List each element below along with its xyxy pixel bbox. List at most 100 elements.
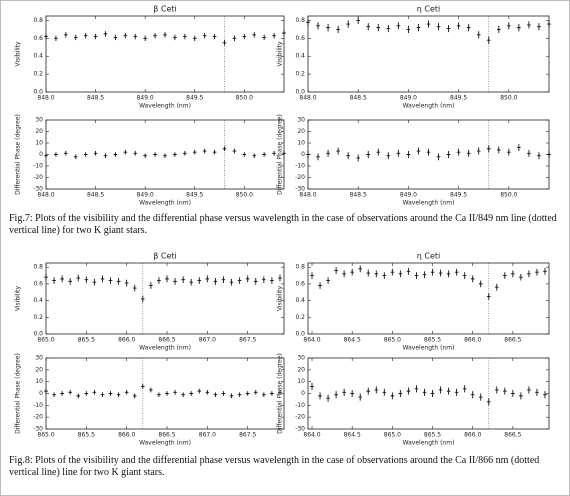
data-point [414,385,419,393]
y-tick-label: -30 [295,426,305,433]
data-point [100,275,105,283]
data-point [519,273,523,281]
panel-title: η Ceti [417,5,440,14]
x-tick-label: 867.5 [239,337,256,344]
data-point [494,283,499,291]
data-point [242,33,247,40]
data-point [326,394,330,402]
x-tick-label: 849.0 [400,192,417,199]
data-point [414,272,419,279]
x-tick-label: 866.5 [504,432,521,439]
data-point [310,272,314,279]
data-point [547,20,551,28]
x-tick-label: 848.0 [299,95,316,102]
data-point [73,34,78,41]
x-axis-label: Wavelength (nm) [139,103,191,110]
data-point [141,295,145,303]
data-point [486,293,491,300]
data-point [376,148,381,156]
data-point [306,151,310,158]
data-point [163,32,167,38]
data-point [422,271,427,279]
data-point [316,153,320,161]
data-point [192,35,197,42]
data-point [270,391,274,396]
data-point [318,392,322,400]
data-point [426,148,431,156]
data-point [306,18,310,26]
data-point [486,398,491,406]
data-point [221,276,226,284]
y-tick-label: -30 [33,426,43,433]
x-tick-label: 866.5 [158,432,175,439]
y-axis-label: Differential Phase (degree) [277,114,284,195]
data-point [386,152,391,160]
data-point [60,275,64,283]
data-point [60,391,64,396]
data-point [470,275,475,283]
data-point [466,24,471,32]
y-tick-label: 0.6 [33,280,43,287]
x-tick-label: 864.0 [303,432,320,439]
data-point [346,152,350,160]
y-tick-label: 0.0 [33,331,43,338]
data-point [527,149,531,157]
data-point [382,272,387,279]
y-tick-label: 0.4 [33,53,43,60]
data-point [68,389,73,395]
data-point [356,16,361,25]
y-tick-label: 10 [297,378,305,385]
y-tick-label: 0 [39,390,43,397]
y-axis-label: Visibility [277,285,284,311]
data-point [430,389,435,398]
x-tick-label: 866.0 [118,432,135,439]
data-point [52,277,56,284]
y-tick-label: 0.6 [295,35,305,42]
data-point [213,278,218,285]
x-tick-label: 865.0 [37,432,54,439]
data-point [84,391,89,396]
data-point [157,277,161,284]
data-point [366,269,371,277]
data-point [44,153,48,158]
data-point [113,34,118,41]
data-point [346,20,350,28]
data-point [149,282,153,289]
x-tick-label: 850.0 [500,95,517,102]
data-point [272,151,276,156]
data-point [318,282,322,289]
y-tick-label: -20 [33,174,43,181]
data-point [406,151,411,158]
data-point [143,35,147,42]
y-tick-label: -20 [295,174,305,181]
data-point [494,386,499,394]
y-tick-label: -10 [33,402,43,409]
data-point [350,389,354,398]
plot-frame [45,15,285,93]
data-point [446,24,451,33]
data-point [527,386,531,394]
x-tick-label: 848.0 [299,192,316,199]
data-point [454,388,459,396]
data-point [478,280,483,288]
data-point [535,388,539,396]
data-point [376,24,381,32]
data-point [262,392,266,398]
data-point [476,147,481,155]
data-point [192,149,197,155]
data-point [52,392,56,398]
data-point [232,148,237,154]
x-tick-label: 849.5 [450,192,467,199]
data-point [503,272,507,279]
data-point [113,152,118,157]
x-tick-label: 864.5 [344,432,361,439]
y-tick-label: 0.4 [295,297,305,304]
data-point [197,277,202,284]
y-tick-label: 30 [35,355,43,362]
x-tick-label: 865.0 [384,337,401,344]
data-point [438,269,443,277]
data-point [454,268,459,276]
data-point [406,25,411,33]
data-point [92,389,97,395]
data-point [496,146,501,154]
